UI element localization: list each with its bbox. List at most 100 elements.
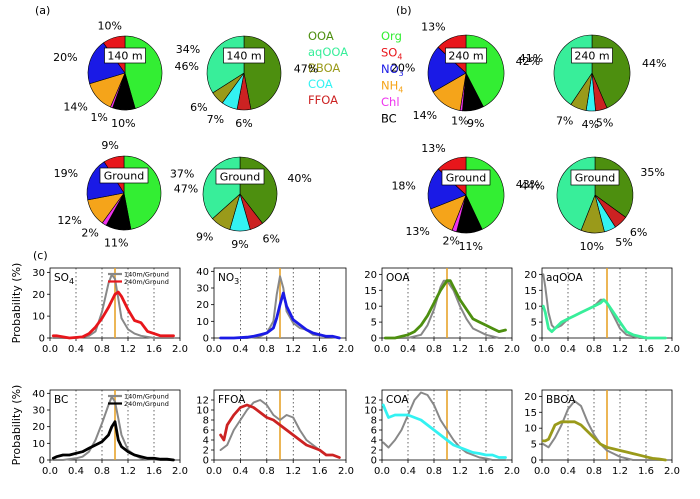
pie-title-box: [104, 47, 146, 64]
pie-slice-ooa: [243, 35, 282, 110]
y-tick-label: 0: [39, 334, 45, 345]
legend-b-bc: BC: [381, 112, 397, 126]
pie-data-label: 4%: [582, 118, 599, 131]
pie-data-label: 12%: [57, 214, 81, 227]
x-tick-label: 0.4: [400, 466, 416, 477]
pie-chart-7: 43% 11%2% 13% 18% 13% Ground: [391, 142, 540, 253]
y-tick-label: 30: [196, 284, 209, 295]
chart-label: NO3: [218, 272, 239, 286]
x-tick-label: 1.2: [612, 344, 628, 355]
y-tick-label: 10: [196, 317, 209, 328]
series-line-1: [384, 279, 507, 339]
pie-title-box: [223, 47, 265, 64]
x-tick-label: 1.6: [312, 344, 328, 355]
x-tick-label: 0.8: [586, 344, 602, 355]
y-tick-label: 20: [32, 290, 45, 301]
probability-chart-bboa: 0.0 0.4 0.8 1.2 1.6 2.0 0 5 10 15 20 BBOA: [524, 389, 680, 477]
series-line-2: [541, 298, 667, 340]
pie-data-label: 46%: [175, 60, 199, 73]
pie-title: Ground: [446, 172, 486, 185]
y-tick-label: 20: [32, 422, 45, 433]
x-tick-label: 0.4: [68, 466, 84, 477]
series-line-2: [381, 403, 507, 459]
y-tick-label: 20: [524, 270, 537, 281]
pie-data-label: 40%: [287, 172, 311, 185]
legend-b-org: Org: [381, 29, 402, 43]
y-tick-label: 6: [371, 426, 377, 437]
legend-label: 240m/Ground: [124, 400, 169, 408]
series-line-1: [382, 391, 507, 461]
legend-label: 240m/Ground: [124, 278, 169, 286]
pie-title-box: [441, 169, 491, 186]
legend-oa-factors: OOA aqOOA BBOA COA FFOA: [308, 29, 348, 107]
y-tick-label: 4: [203, 436, 209, 447]
series-line-2: [51, 290, 175, 340]
pie-data-label: 6%: [263, 233, 280, 246]
probability-chart-aqooa: 0.0 0.4 0.8 1.2 1.6 2.0 0 5 10 15 20 aqOOA: [524, 267, 680, 355]
pie-title: Ground: [220, 171, 260, 184]
y-tick-label: 10: [32, 439, 45, 450]
y-tick-label: 0: [371, 456, 377, 467]
x-tick-label: 2.0: [504, 466, 520, 477]
pie-data-label: 9%: [467, 117, 484, 130]
y-tick-label: 20: [364, 270, 377, 281]
x-tick-label: 0.8: [259, 344, 275, 355]
x-tick-label: 1.2: [120, 466, 136, 477]
pie-data-label: 2%: [442, 235, 459, 248]
y-tick-label: 5: [531, 440, 537, 451]
y-tick-label: 10: [32, 312, 45, 323]
pie-title-box: [445, 47, 487, 64]
y-tick-label: 20: [524, 392, 537, 403]
x-tick-label: 0.4: [232, 344, 248, 355]
y-tick-label: 2: [371, 446, 377, 457]
series-line-2: [51, 420, 175, 462]
series-line-1: [542, 400, 667, 461]
pie-title: 240 m: [448, 50, 483, 63]
x-tick-label: 2.0: [664, 466, 680, 477]
pie-data-label: 14%: [413, 109, 437, 122]
legend-a-bboa: BBOA: [308, 61, 340, 75]
pie-chart-3: 47% 11% 2%12% 19% 9% Ground: [54, 139, 199, 249]
series-line-2: [219, 291, 341, 340]
y-tick-label: 5: [371, 318, 377, 329]
legend-label: 140m/Ground: [124, 271, 169, 279]
y-tick-label: 20: [196, 300, 209, 311]
x-tick-label: 0.4: [68, 344, 84, 355]
x-tick-label: 1.2: [285, 466, 301, 477]
pie-data-label: 6%: [235, 117, 252, 130]
chart-label: SO4: [54, 272, 74, 286]
pie-title-box: [570, 169, 620, 186]
x-tick-label: 1.2: [452, 466, 468, 477]
pie-data-label: 47%: [174, 182, 198, 195]
x-tick-label: 0.0: [374, 344, 390, 355]
series-line-2: [541, 420, 667, 462]
y-tick-label: 10: [196, 406, 209, 417]
y-tick-label: 8: [203, 416, 209, 427]
pie-title: Ground: [575, 172, 615, 185]
legend-b-chl: Chl: [381, 95, 400, 109]
pie-title: 140 m: [226, 50, 261, 63]
probability-chart-bc: 0.0 0.4 0.8 1.2 1.6 2.0 0 10 20 30 40 BC 140m/Ground…: [10, 385, 188, 477]
x-tick-label: 0.8: [259, 466, 275, 477]
y-tick-label: 0: [203, 456, 209, 467]
chart-label: OOA: [386, 272, 410, 284]
x-tick-label: 1.6: [146, 344, 162, 355]
pie-data-label: 13%: [421, 20, 445, 33]
panel-label-c: (c): [33, 249, 48, 262]
y-tick-label: 6: [203, 426, 209, 437]
y-axis-label: Probability (%): [10, 385, 23, 466]
x-tick-label: 0.8: [586, 466, 602, 477]
x-tick-label: 0.8: [94, 344, 110, 355]
chart-label: BBOA: [546, 394, 576, 406]
legend-label: 140m/Ground: [124, 393, 169, 401]
x-tick-label: 2.0: [338, 466, 354, 477]
x-tick-label: 1.2: [452, 344, 468, 355]
x-tick-label: 1.6: [146, 466, 162, 477]
pie-data-label: 10%: [97, 19, 121, 32]
x-tick-label: 2.0: [172, 466, 188, 477]
x-tick-label: 0.0: [206, 466, 222, 477]
pie-chart-2: 47%6%7%6%34%140 m: [176, 35, 318, 130]
